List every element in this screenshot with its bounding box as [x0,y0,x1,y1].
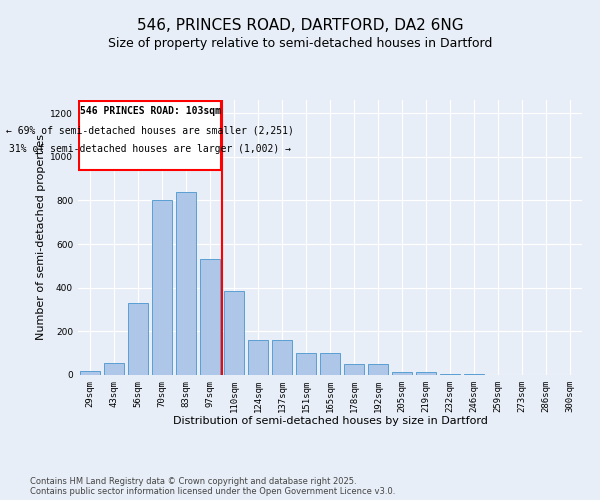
Bar [152,200,172,375]
Bar [224,291,244,375]
Bar [464,374,484,375]
Bar [272,340,292,375]
Bar [200,260,220,375]
Bar [392,372,412,375]
Bar [176,192,196,375]
Text: Contains public sector information licensed under the Open Government Licence v3: Contains public sector information licen… [30,487,395,496]
Bar [440,374,460,375]
Text: Contains HM Land Registry data © Crown copyright and database right 2025.: Contains HM Land Registry data © Crown c… [30,477,356,486]
Text: 31% of semi-detached houses are larger (1,002) →: 31% of semi-detached houses are larger (… [9,144,291,154]
Bar [344,364,364,375]
Text: 546, PRINCES ROAD, DARTFORD, DA2 6NG: 546, PRINCES ROAD, DARTFORD, DA2 6NG [137,18,463,32]
Text: ← 69% of semi-detached houses are smaller (2,251): ← 69% of semi-detached houses are smalle… [6,126,294,136]
Bar [296,353,316,375]
Bar [79,101,221,170]
Bar [248,340,268,375]
Text: Size of property relative to semi-detached houses in Dartford: Size of property relative to semi-detach… [108,38,492,51]
Bar [368,364,388,375]
Y-axis label: Number of semi-detached properties: Number of semi-detached properties [36,134,46,340]
Text: 546 PRINCES ROAD: 103sqm: 546 PRINCES ROAD: 103sqm [79,106,221,117]
Bar [104,363,124,375]
Bar [416,372,436,375]
Bar [320,353,340,375]
Bar [80,370,100,375]
X-axis label: Distribution of semi-detached houses by size in Dartford: Distribution of semi-detached houses by … [173,416,487,426]
Bar [128,303,148,375]
